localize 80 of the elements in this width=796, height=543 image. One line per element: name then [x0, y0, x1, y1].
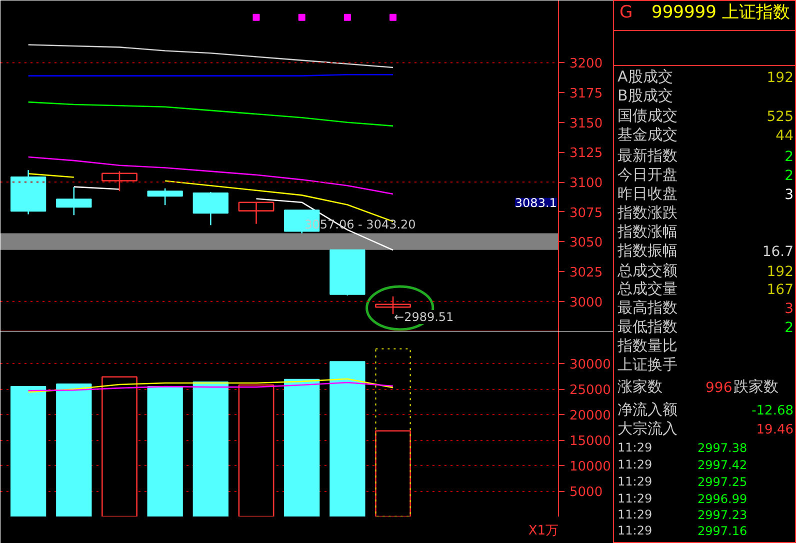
- text: 指数振幅: [616, 242, 678, 260]
- y-axis-title: X1万: [528, 524, 559, 538]
- y-tick-label: 15000: [570, 434, 611, 450]
- text: 2997.42: [698, 458, 748, 472]
- line-series: [28, 378, 394, 393]
- text: 指数涨跌: [616, 204, 678, 222]
- text: 3: [784, 301, 794, 317]
- candlestick: [102, 170, 138, 192]
- text: 2997.38: [698, 441, 748, 455]
- text: 总成交量: [616, 280, 678, 298]
- y-tick-label: 5000: [570, 485, 603, 500]
- text: 11:29: [618, 492, 652, 506]
- text: 跌家数: [734, 378, 778, 396]
- line-series: [28, 44, 394, 68]
- y-tick-label: 20000: [570, 408, 611, 424]
- text: 基金成交: [618, 126, 678, 144]
- text: 192: [766, 264, 794, 280]
- text: G: [620, 2, 633, 22]
- text: 净流入额: [618, 400, 678, 418]
- y-tick-label: 25000: [570, 383, 611, 398]
- text: 2996.99: [698, 492, 748, 506]
- y-tick-label: 3200: [570, 56, 603, 72]
- text: 44: [776, 128, 794, 144]
- y-tick-label: 3025: [570, 266, 603, 281]
- text: 指数量比: [616, 336, 678, 354]
- text: 2997.25: [698, 475, 748, 489]
- text: 大宗流入: [618, 420, 678, 438]
- text: -12.68: [752, 404, 794, 418]
- text: 2: [784, 168, 794, 184]
- text: 19.46: [756, 422, 794, 438]
- text: 2997.16: [698, 524, 748, 538]
- y-tick-label: 30000: [570, 358, 611, 373]
- text: 11:29: [618, 524, 652, 538]
- text: 11:29: [618, 508, 652, 522]
- y-tick-label: 3175: [570, 86, 603, 102]
- text: 192: [766, 70, 794, 86]
- text: 16.7: [762, 244, 794, 260]
- y-tick-label: 3150: [570, 116, 603, 132]
- y-tick-label: 10000: [570, 460, 611, 475]
- text: 11:29: [618, 474, 652, 488]
- text: B股成交: [618, 86, 673, 104]
- text: 2: [784, 320, 794, 336]
- text: 11:29: [618, 440, 652, 454]
- text: 999999 上证指数: [652, 2, 790, 22]
- text: 3083.1: [514, 196, 557, 210]
- text: 167: [766, 282, 794, 298]
- y-tick-label: 3075: [570, 206, 603, 221]
- y-tick-label: 3125: [570, 146, 603, 162]
- y-tick-label: 3100: [570, 176, 603, 192]
- line-series: [28, 101, 394, 127]
- text: 最低指数: [618, 318, 678, 336]
- text: 涨家数: [618, 378, 662, 396]
- bar: [330, 361, 366, 516]
- bar: [10, 386, 46, 516]
- candlestick: [238, 202, 274, 224]
- text: A股成交: [618, 68, 673, 86]
- bar: [375, 348, 411, 516]
- text: 525: [766, 109, 794, 125]
- text: 3: [784, 187, 794, 203]
- text: 996: [706, 380, 732, 396]
- y-tick-label: 3000: [570, 295, 603, 310]
- bar: [56, 383, 92, 516]
- y-tick-label: 3050: [570, 236, 603, 251]
- text: 今日开盘: [618, 166, 678, 184]
- text: 上证换手: [618, 356, 678, 374]
- bar: [147, 386, 183, 516]
- text: 总成交额: [616, 262, 678, 280]
- annotation: ←2989.51: [394, 310, 454, 324]
- text: 最新指数: [618, 146, 678, 164]
- bar: [192, 381, 228, 516]
- text: 指数涨幅: [616, 222, 678, 240]
- text: 国债成交: [618, 106, 678, 124]
- line-series: [28, 382, 394, 392]
- bar: [284, 378, 320, 516]
- line-series: [28, 156, 394, 195]
- text: 昨日收盘: [618, 184, 678, 202]
- text: 11:29: [618, 458, 652, 472]
- text: 2: [784, 149, 794, 165]
- text: 最高指数: [618, 298, 678, 316]
- text: 2997.23: [698, 508, 748, 522]
